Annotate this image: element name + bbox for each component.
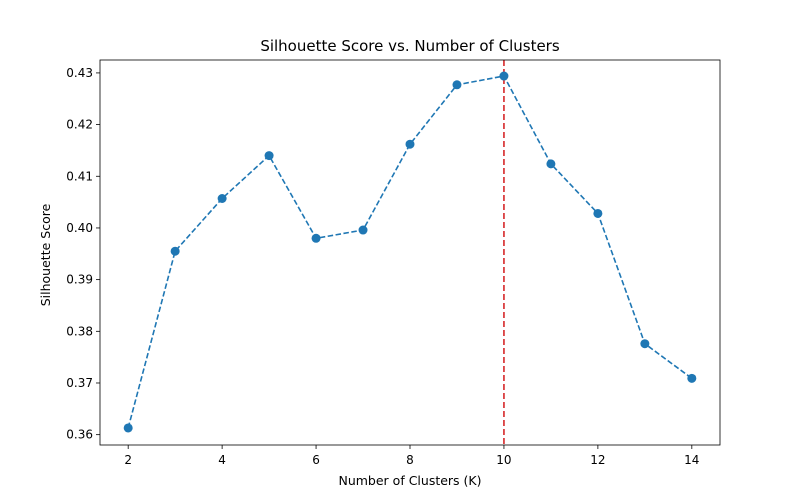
data-point bbox=[499, 71, 509, 81]
plot-area-frame bbox=[99, 59, 721, 446]
x-axis-ticks: 2 4 6 8 10 12 14 bbox=[124, 445, 699, 467]
y-tick-label: 0.36 bbox=[66, 428, 93, 442]
y-tick-label: 0.40 bbox=[66, 221, 93, 235]
data-point bbox=[170, 246, 180, 256]
x-tick-label: 10 bbox=[496, 453, 511, 467]
data-point bbox=[264, 151, 274, 161]
x-tick-label: 12 bbox=[590, 453, 605, 467]
y-tick-label: 0.37 bbox=[66, 376, 93, 390]
data-point bbox=[452, 80, 462, 90]
x-tick-label: 4 bbox=[218, 453, 226, 467]
data-point bbox=[593, 208, 603, 218]
y-tick-label: 0.38 bbox=[66, 324, 93, 338]
y-tick-label: 0.43 bbox=[66, 66, 93, 80]
data-point bbox=[311, 233, 321, 243]
y-tick-label: 0.41 bbox=[66, 169, 93, 183]
y-tick-label: 0.39 bbox=[66, 273, 93, 287]
data-point bbox=[640, 339, 650, 349]
data-point bbox=[217, 193, 227, 203]
data-point bbox=[687, 373, 697, 383]
chart-title: Silhouette Score vs. Number of Clusters bbox=[260, 37, 560, 55]
x-axis-label: Number of Clusters (K) bbox=[338, 473, 481, 488]
x-tick-label: 14 bbox=[684, 453, 699, 467]
data-point bbox=[405, 139, 415, 149]
data-point bbox=[546, 159, 556, 169]
series-layer bbox=[123, 71, 697, 433]
y-axis-ticks: 0.36 0.37 0.38 0.39 0.40 0.41 0.42 0.43 bbox=[66, 66, 100, 442]
data-point bbox=[358, 225, 368, 235]
x-tick-label: 2 bbox=[124, 453, 132, 467]
x-tick-label: 6 bbox=[312, 453, 320, 467]
y-tick-label: 0.42 bbox=[66, 118, 93, 132]
y-axis-label: Silhouette Score bbox=[38, 203, 53, 306]
data-point bbox=[123, 423, 133, 433]
x-tick-label: 8 bbox=[406, 453, 414, 467]
